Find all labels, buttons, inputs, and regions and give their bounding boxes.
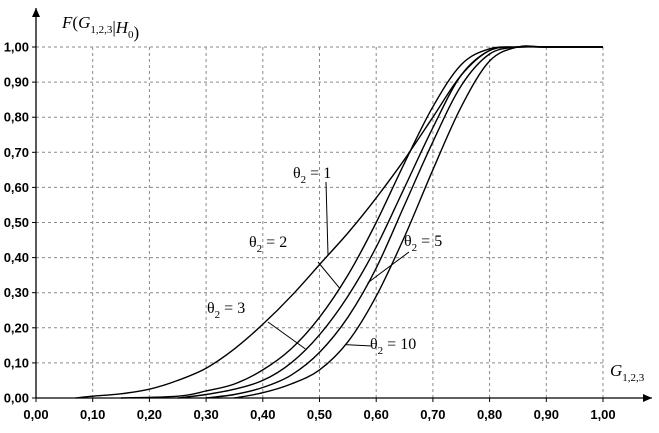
y-tick-label: 0,40 (4, 250, 29, 265)
x-tick-label: 1,00 (590, 407, 615, 422)
annotation-leader-2 (317, 261, 340, 289)
x-tick-label: 0,20 (137, 407, 162, 422)
tick-labels: 0,00 0,10 0,20 0,30 0,40 0,50 0,60 0,70 0,80 0,90… (4, 40, 616, 423)
y-tick-label: 0,90 (4, 75, 29, 90)
y-tick-label: 0,50 (4, 215, 29, 230)
y-tick-label: 0,00 (4, 391, 29, 406)
annotation-leader-4 (367, 251, 410, 284)
x-tick-label: 0,30 (193, 407, 218, 422)
series-line-3 (177, 46, 603, 399)
annotation-label-4: θ2 = 5 (404, 233, 442, 254)
axes (32, 8, 652, 402)
x-tick-label: 0,10 (80, 407, 105, 422)
annotation-leader-5 (344, 344, 373, 347)
x-tick-label: 0,40 (250, 407, 275, 422)
annotation-leader-1 (325, 181, 329, 256)
y-tick-label: 0,70 (4, 145, 29, 160)
x-tick-label: 0,80 (477, 407, 502, 422)
axis-titles: F(G1,2,3|H0) G1,2,3 (61, 13, 645, 384)
x-axis-arrow (643, 394, 652, 402)
x-tick-label: 0,90 (534, 407, 559, 422)
y-tick-label: 0,20 (4, 320, 29, 335)
y-tick-label: 0,60 (4, 180, 29, 195)
series-line-5 (234, 45, 603, 399)
x-tick-label: 0,60 (364, 407, 389, 422)
annotation-leader-3 (267, 321, 306, 350)
annotation-label-3: θ2 = 3 (207, 300, 245, 321)
y-tick-label: 0,30 (4, 285, 29, 300)
annotation-label-2: θ2 = 2 (249, 234, 287, 255)
y-axis-title: F(G1,2,3|H0) (61, 13, 139, 42)
y-tick-label: 0,80 (4, 110, 29, 125)
series-lines (75, 45, 603, 399)
x-tick-label: 0,50 (307, 407, 332, 422)
y-tick-label: 0,10 (4, 355, 29, 370)
annotation-label-5: θ2 = 10 (370, 336, 416, 357)
x-tick-label: 0,00 (23, 407, 48, 422)
y-axis-arrow (32, 8, 40, 17)
grid (36, 45, 604, 398)
y-tick-label: 1,00 (4, 40, 29, 55)
annotation-label-1: θ2 = 1 (293, 165, 331, 186)
x-axis-title: G1,2,3 (610, 361, 645, 384)
x-tick-label: 0,70 (420, 407, 445, 422)
curve-annotations: θ2 = 1 θ2 = 2 θ2 = 3 θ2 = 5 θ2 = 10 (207, 165, 442, 357)
